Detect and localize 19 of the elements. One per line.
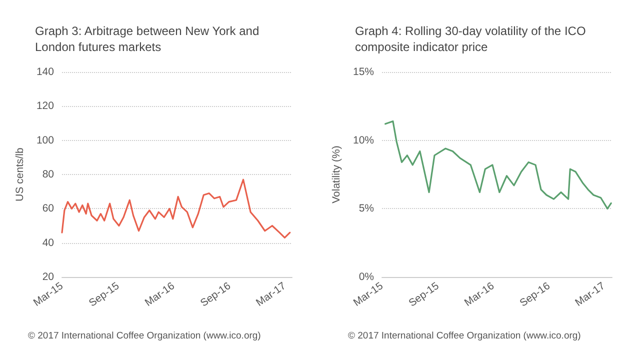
chart-title: Graph 4: Rolling 30-day volatility of the ICO composite indicator price bbox=[355, 24, 590, 54]
line-series bbox=[384, 120, 612, 210]
text: © 2017 International Coffee Organization (www.ico.org) bbox=[348, 330, 581, 342]
y-tick-label: 10% bbox=[352, 134, 374, 146]
y-tick-label: 80 bbox=[42, 168, 54, 180]
y-tick-label: 15% bbox=[352, 66, 374, 78]
y-tick-label: 100 bbox=[36, 134, 54, 146]
text: © 2017 International Coffee Organization (www.ico.org) bbox=[28, 330, 261, 342]
y-tick-label: 40 bbox=[42, 236, 54, 249]
y-tick-label: 20 bbox=[42, 271, 54, 283]
y-tick-label: 0% bbox=[358, 271, 374, 283]
y-tick-label: 120 bbox=[36, 100, 54, 112]
y-tick-label: 5% bbox=[358, 202, 374, 215]
chart-title: Graph 3: Arbitrage between New York and London futures markets bbox=[35, 24, 262, 54]
y-axis-title: Volatility (%) bbox=[330, 146, 343, 204]
y-tick-label: 140 bbox=[36, 66, 54, 78]
line-series bbox=[61, 178, 291, 239]
y-tick-label: 60 bbox=[42, 202, 54, 215]
y-axis-title: US cents/lb bbox=[14, 148, 26, 202]
